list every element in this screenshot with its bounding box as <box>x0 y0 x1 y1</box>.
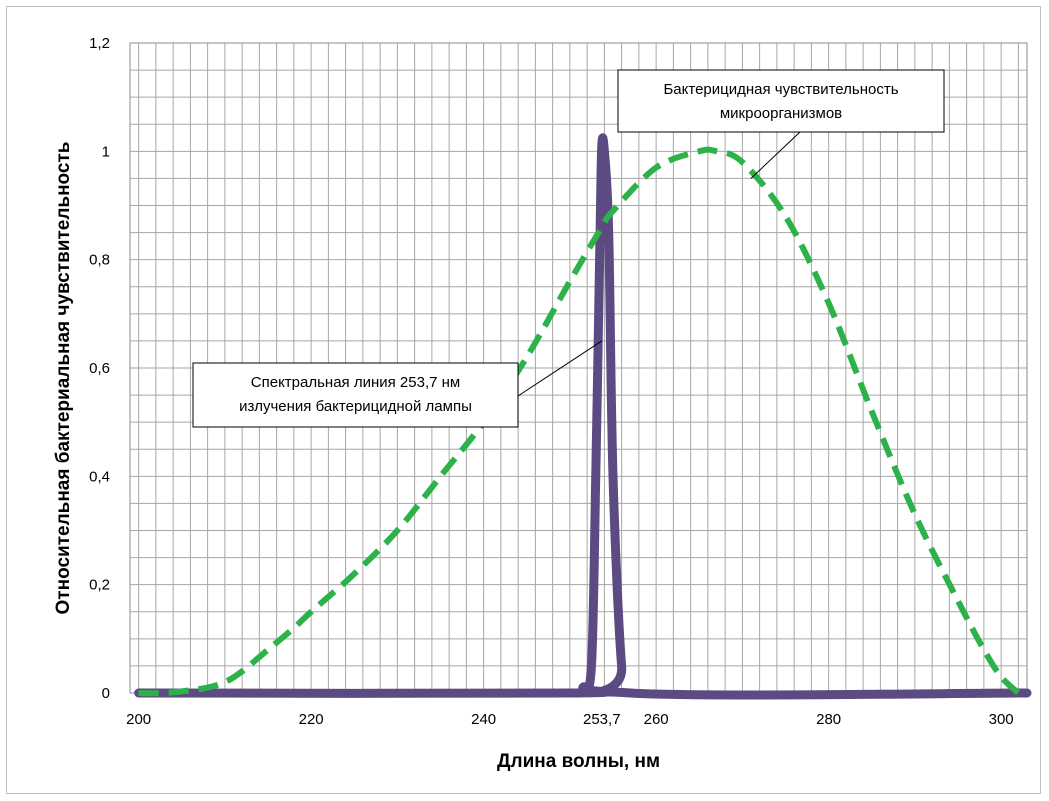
callout-text-line: излучения бактерицидной лампы <box>239 398 472 415</box>
y-tick-label: 0,4 <box>89 468 110 485</box>
x-tick-label: 220 <box>299 711 324 728</box>
x-tick-label: 253,7 <box>583 711 621 728</box>
callout-leader-line <box>750 131 801 179</box>
y-tick-label: 1,2 <box>89 35 110 52</box>
callout-leader-line <box>517 340 603 397</box>
callout-text-line: Спектральная линия 253,7 нм <box>251 374 460 391</box>
callouts: Бактерицидная чувствительность микроорган… <box>192 69 945 428</box>
series-layer <box>134 133 1032 700</box>
y-tick-label: 0,2 <box>89 577 110 594</box>
callout-box <box>192 362 519 428</box>
callout-text-line: Бактерицидная чувствительность <box>663 81 898 98</box>
tick-labels: 0 0,2 0,4 0,6 0,8 1 1,2 200 220 240 253,7 260 280 300 <box>89 35 1014 728</box>
y-tick-label: 0,8 <box>89 252 110 269</box>
series-lamp-line <box>134 133 1032 700</box>
y-tick-label: 0 <box>102 685 110 702</box>
callout-box <box>617 69 945 133</box>
series-sensitivity-curve <box>138 146 1021 697</box>
y-axis-title: Относительная бактериальная чувствительн… <box>53 142 74 615</box>
x-tick-label: 260 <box>644 711 669 728</box>
y-tick-label: 1 <box>102 143 110 160</box>
callout-text-line: микроорганизмов <box>720 105 842 122</box>
x-tick-label: 300 <box>989 711 1014 728</box>
y-tick-label: 0,6 <box>89 360 110 377</box>
x-tick-label: 200 <box>126 711 151 728</box>
x-axis-title: Длина волны, нм <box>497 751 660 772</box>
x-tick-label: 280 <box>816 711 841 728</box>
x-tick-label: 240 <box>471 711 496 728</box>
